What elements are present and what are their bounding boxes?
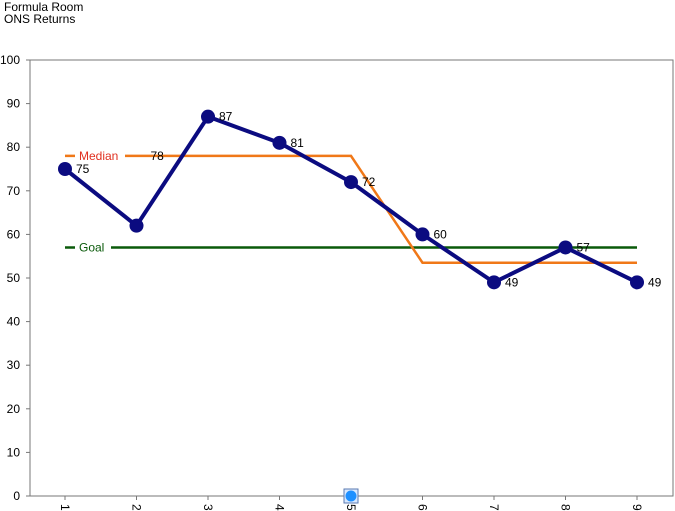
y-tick-label: 10	[7, 445, 21, 459]
data-point	[344, 175, 358, 190]
data-point	[558, 240, 573, 255]
y-tick-label: 20	[7, 402, 21, 416]
x-tick-label: 2	[130, 504, 144, 511]
data-point	[630, 275, 644, 290]
median-data-label: 78	[151, 149, 165, 163]
data-series-line	[63, 114, 638, 285]
y-tick-label: 50	[7, 271, 21, 285]
x-tick-label: 5	[344, 504, 358, 511]
data-point	[415, 227, 430, 242]
marker-point	[345, 490, 357, 502]
chart-title: Formula Room	[4, 0, 84, 14]
data-point	[272, 135, 287, 150]
data-label: 81	[291, 136, 305, 150]
y-tick-label: 100	[0, 53, 20, 67]
median-line	[65, 154, 637, 264]
data-label: 49	[648, 275, 662, 289]
x-tick-label: 6	[416, 504, 430, 511]
y-tick-label: 70	[7, 184, 21, 198]
x-tick-label: 4	[273, 504, 287, 511]
data-label: 72	[362, 175, 376, 189]
y-tick-label: 60	[7, 227, 21, 241]
x-tick-label: 7	[487, 504, 501, 511]
y-tick-label: 90	[7, 97, 21, 111]
data-label: 87	[219, 110, 233, 124]
median-label-bg	[75, 149, 125, 163]
chart-subtitle: ONS Returns	[4, 12, 76, 26]
y-tick-label: 30	[7, 358, 21, 372]
data-point	[487, 275, 501, 290]
x-tick-label: 9	[630, 504, 644, 511]
median-label: Median	[79, 149, 118, 163]
data-label: 49	[505, 275, 519, 289]
x-tick-label: 1	[58, 504, 72, 511]
data-label: 75	[76, 162, 90, 176]
data-point	[58, 162, 72, 176]
goal-label: Goal	[79, 240, 104, 254]
plot-area	[29, 59, 674, 497]
data-label: 57	[577, 240, 591, 254]
y-tick-label: 0	[13, 489, 20, 503]
goal-label-bg	[75, 241, 111, 255]
data-point	[201, 109, 215, 124]
data-label: 60	[434, 227, 448, 241]
y-tick-label: 40	[7, 315, 21, 329]
data-point	[129, 218, 144, 233]
x-tick-label: 8	[559, 504, 573, 511]
y-tick-label: 80	[7, 140, 21, 154]
x-tick-label: 3	[201, 504, 215, 511]
